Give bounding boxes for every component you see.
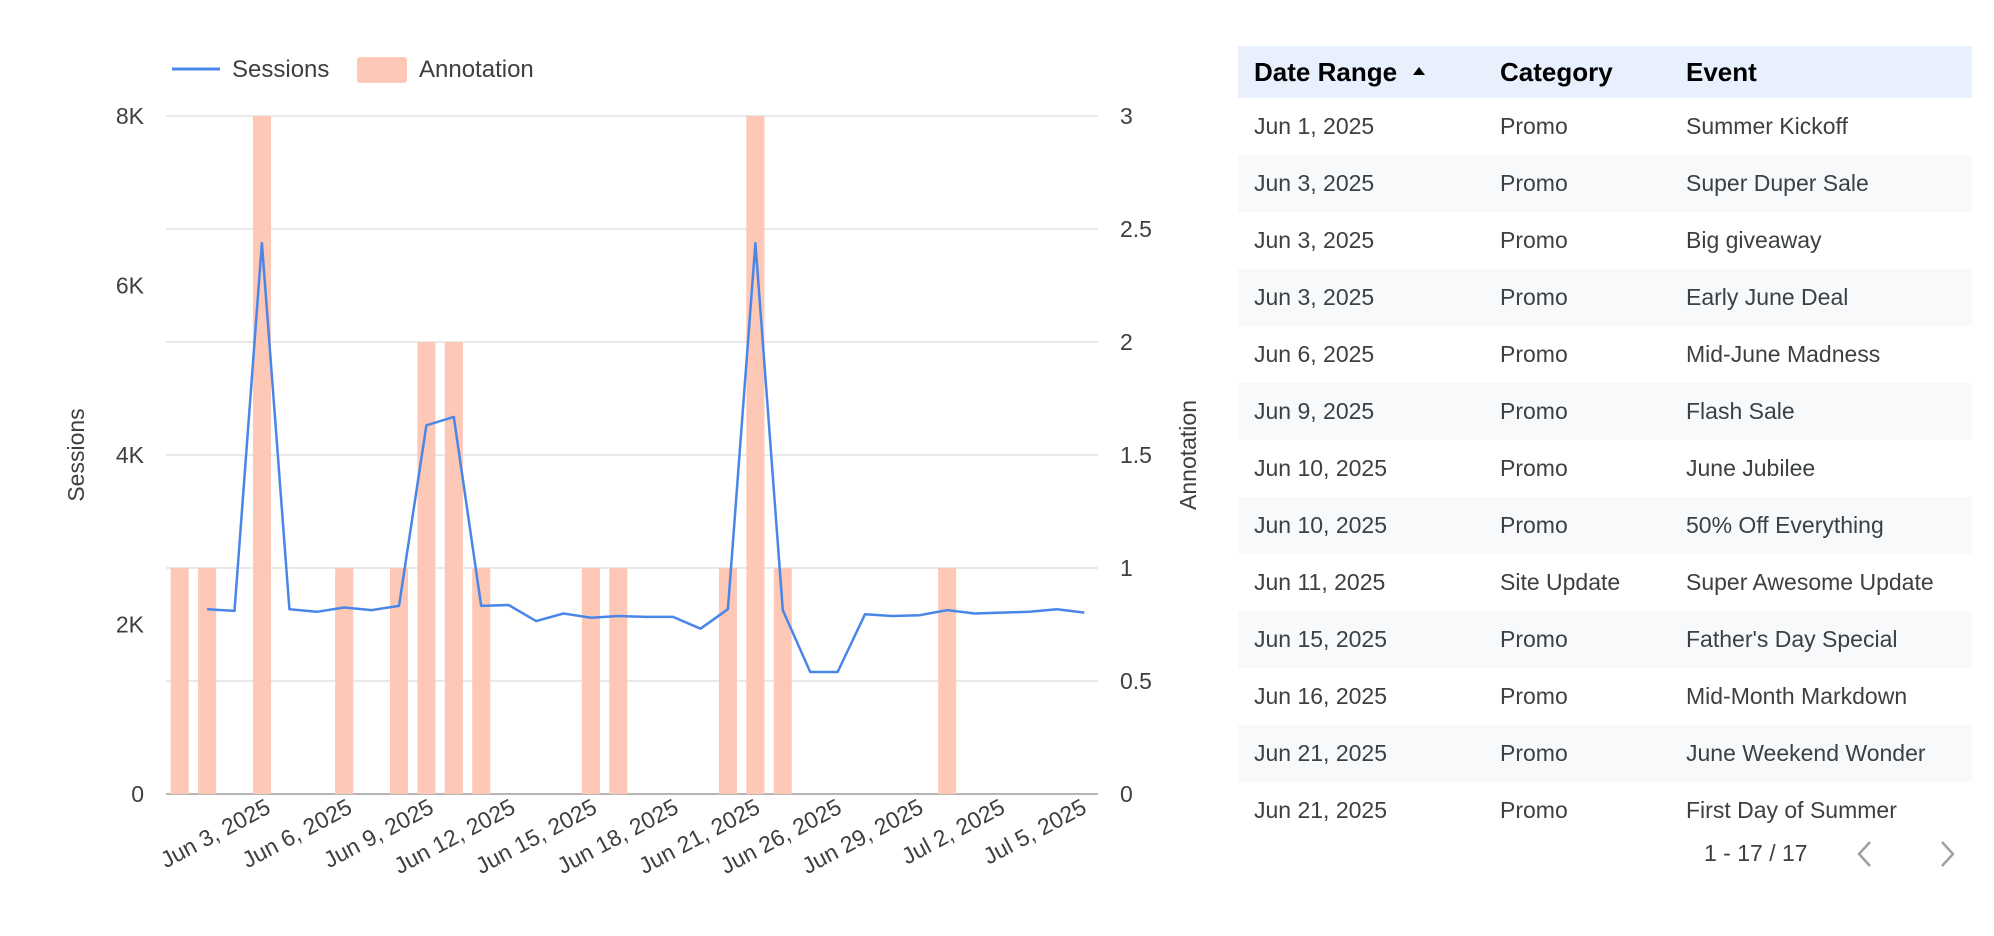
cell-date: Jun 15, 2025 bbox=[1254, 626, 1388, 652]
annotation-bar bbox=[773, 568, 792, 794]
header-date-range-label: Date Range bbox=[1254, 56, 1398, 87]
table-row[interactable]: Jun 3, 2025 Promo Big giveaway bbox=[1238, 212, 1972, 269]
cell-category: Promo bbox=[1500, 455, 1568, 481]
table-header-row: Date Range Category Event bbox=[1238, 46, 1972, 98]
cell-event: First Day of Summer bbox=[1686, 797, 1897, 823]
pagination-range-text: 1 - 17 / 17 bbox=[1704, 840, 1808, 866]
table-row[interactable]: Jun 9, 2025 Promo Flash Sale bbox=[1238, 383, 1972, 440]
annotation-bar bbox=[718, 568, 737, 794]
chart-canvas: 0 2K 4K 6K 8K 0 0.5 1 1.5 2 2.5 3 Sessions Annotation… bbox=[63, 56, 1200, 879]
annotation-bar bbox=[335, 568, 354, 794]
table-row[interactable]: Jun 1, 2025 Promo Summer Kickoff bbox=[1238, 98, 1972, 155]
annotation-bar bbox=[389, 568, 409, 794]
cell-event: Big giveaway bbox=[1686, 227, 1822, 253]
cell-event: Early June Deal bbox=[1686, 284, 1849, 310]
cell-date: Jun 21, 2025 bbox=[1254, 740, 1388, 766]
annotation-bar bbox=[746, 116, 765, 794]
annotation-chart: 0 2K 4K 6K 8K 0 0.5 1 1.5 2 2.5 3 Sessions Annotation… bbox=[63, 56, 1200, 879]
legend-annotation-label: Annotation bbox=[419, 56, 534, 83]
y-right-tick-label: 1.5 bbox=[1120, 442, 1152, 468]
cell-date: Jun 21, 2025 bbox=[1254, 797, 1388, 823]
cell-date: Jun 10, 2025 bbox=[1254, 512, 1388, 538]
y-right-tick-label: 1 bbox=[1120, 555, 1133, 581]
sort-ascending-icon[interactable] bbox=[1413, 66, 1426, 75]
table-body: Jun 1, 2025 Promo Summer Kickoff Jun 3, 202… bbox=[1238, 98, 1972, 839]
cell-date: Jun 11, 2025 bbox=[1254, 569, 1386, 595]
annotation-bar bbox=[252, 116, 271, 794]
y-left-tick-label: 8K bbox=[116, 103, 145, 129]
table-row[interactable]: Jun 11, 2025 Site Update Super Awesome Upd… bbox=[1238, 554, 1972, 611]
cell-category: Promo bbox=[1500, 113, 1568, 139]
cell-category: Promo bbox=[1500, 626, 1568, 652]
cell-date: Jun 1, 2025 bbox=[1254, 113, 1375, 139]
cell-date: Jun 10, 2025 bbox=[1254, 455, 1388, 481]
table-row[interactable]: Jun 21, 2025 Promo June Weekend Wonder bbox=[1238, 725, 1972, 782]
annotation-bar bbox=[581, 568, 600, 794]
y-left-axis-title: Sessions bbox=[63, 408, 89, 501]
cell-event: June Weekend Wonder bbox=[1686, 740, 1926, 766]
cell-date: Jun 3, 2025 bbox=[1254, 170, 1375, 196]
cell-category: Site Update bbox=[1500, 569, 1621, 595]
y-left-tick-label: 6K bbox=[116, 273, 145, 299]
cell-category: Promo bbox=[1500, 797, 1568, 823]
cell-event: Super Awesome Update bbox=[1686, 569, 1934, 595]
cell-event: Flash Sale bbox=[1686, 398, 1795, 424]
table-row[interactable]: Jun 3, 2025 Promo Early June Deal bbox=[1238, 269, 1972, 326]
cell-date: Jun 3, 2025 bbox=[1254, 227, 1375, 253]
legend-annotation-swatch bbox=[357, 57, 407, 83]
cell-event: Mid-Month Markdown bbox=[1686, 683, 1908, 709]
events-table-panel: Date Range Category Event Jun 1, 2025 Pro… bbox=[1238, 46, 1972, 896]
table-row[interactable]: Jun 3, 2025 Promo Super Duper Sale bbox=[1238, 155, 1972, 212]
cell-date: Jun 3, 2025 bbox=[1254, 284, 1375, 310]
y-right-tick-label: 0 bbox=[1120, 781, 1133, 807]
cell-category: Promo bbox=[1500, 683, 1568, 709]
pagination: 1 - 17 / 17 bbox=[1238, 836, 1972, 876]
y-right-axis-title: Annotation bbox=[1175, 400, 1200, 510]
cell-event: June Jubilee bbox=[1686, 455, 1816, 481]
table-row[interactable]: Jun 21, 2025 Promo First Day of Summer bbox=[1238, 782, 1972, 839]
cell-event: Mid-June Madness bbox=[1686, 341, 1881, 367]
cell-category: Promo bbox=[1500, 170, 1568, 196]
annotation-bar bbox=[198, 568, 217, 794]
y-right-tick-label: 0.5 bbox=[1120, 668, 1152, 694]
table-row[interactable]: Jun 16, 2025 Promo Mid-Month Markdown bbox=[1238, 668, 1972, 725]
cell-category: Promo bbox=[1500, 341, 1568, 367]
annotation-bar bbox=[417, 342, 436, 794]
events-table: Date Range Category Event Jun 1, 2025 Pro… bbox=[1238, 46, 1972, 839]
cell-category: Promo bbox=[1500, 512, 1568, 538]
sessions-line bbox=[207, 241, 1085, 674]
header-event[interactable]: Event bbox=[1686, 56, 1757, 87]
chevron-left-icon[interactable] bbox=[1848, 836, 1884, 872]
table-row[interactable]: Jun 10, 2025 Promo June Jubilee bbox=[1238, 440, 1972, 497]
cell-category: Promo bbox=[1500, 284, 1568, 310]
header-category[interactable]: Category bbox=[1500, 56, 1613, 87]
y-right-tick-label: 2.5 bbox=[1120, 216, 1152, 242]
cell-date: Jun 16, 2025 bbox=[1254, 683, 1388, 709]
y-left-tick-label: 4K bbox=[116, 442, 145, 468]
cell-date: Jun 9, 2025 bbox=[1254, 398, 1375, 424]
table-row[interactable]: Jun 10, 2025 Promo 50% Off Everything bbox=[1238, 497, 1972, 554]
header-date-range[interactable]: Date Range bbox=[1238, 46, 1484, 98]
table-row[interactable]: Jun 15, 2025 Promo Father's Day Special bbox=[1238, 611, 1972, 668]
cell-date: Jun 6, 2025 bbox=[1254, 341, 1375, 367]
y-left-tick-label: 0 bbox=[131, 781, 144, 807]
cell-category: Promo bbox=[1500, 398, 1568, 424]
annotation-bar bbox=[938, 568, 957, 794]
y-left-tick-label: 2K bbox=[116, 612, 145, 638]
cell-event: 50% Off Everything bbox=[1686, 512, 1884, 538]
cell-category: Promo bbox=[1500, 740, 1568, 766]
cell-category: Promo bbox=[1500, 227, 1568, 253]
annotation-bar bbox=[444, 342, 463, 794]
table-row[interactable]: Jun 6, 2025 Promo Mid-June Madness bbox=[1238, 326, 1972, 383]
annotation-bar bbox=[170, 568, 189, 794]
chevron-right-icon[interactable] bbox=[1928, 836, 1964, 872]
cell-event: Super Duper Sale bbox=[1686, 170, 1869, 196]
y-right-tick-label: 3 bbox=[1120, 103, 1133, 129]
annotation-bar bbox=[472, 568, 491, 794]
cell-event: Father's Day Special bbox=[1686, 626, 1898, 652]
legend-sessions-label: Sessions bbox=[232, 56, 329, 83]
y-right-tick-label: 2 bbox=[1120, 329, 1133, 355]
annotation-bar bbox=[609, 568, 628, 794]
cell-event: Summer Kickoff bbox=[1686, 113, 1848, 139]
